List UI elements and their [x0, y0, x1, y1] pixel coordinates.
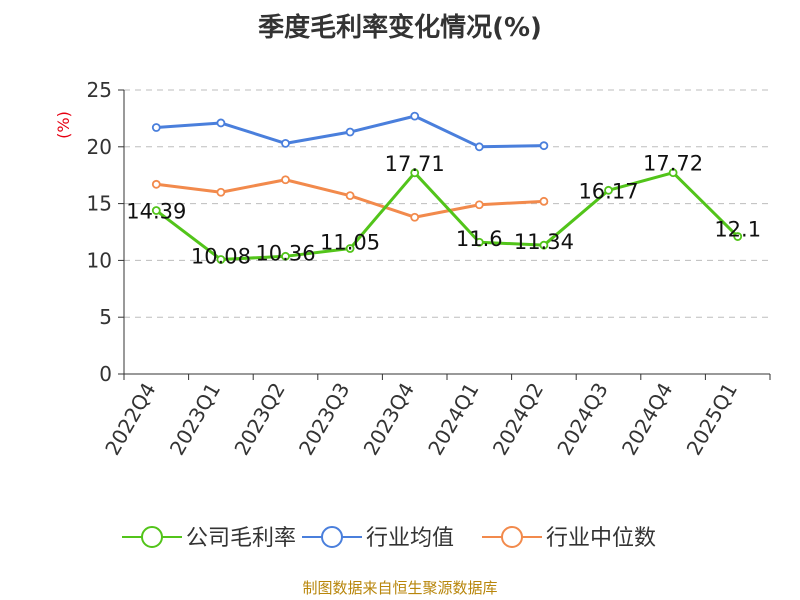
legend-marker [501, 526, 523, 548]
data-label: 17.72 [643, 152, 703, 176]
data-point [410, 168, 420, 178]
data-point [733, 232, 743, 241]
y-tick-label: 15 [87, 192, 112, 216]
data-point [345, 191, 355, 201]
data-label: 14.39 [126, 200, 186, 224]
data-point [539, 196, 549, 206]
data-point [216, 255, 226, 264]
x-tick-label: 2024Q2 [488, 379, 548, 460]
data-point [151, 123, 161, 132]
y-tick-label: 20 [87, 135, 112, 159]
data-point [410, 111, 420, 121]
data-point [345, 244, 355, 253]
data-label: 11.34 [514, 230, 574, 254]
grid-lines [124, 89, 770, 318]
series-line-1 [155, 171, 739, 261]
x-tick-label: 2025Q1 [682, 379, 742, 460]
y-tick-label: 5 [99, 305, 112, 329]
data-point [281, 138, 290, 148]
source-note: 制图数据来自恒生聚源数据库 [302, 579, 497, 597]
x-tick-label: 2022Q4 [100, 379, 160, 460]
data-point [539, 141, 549, 151]
x-tick-label: 2024Q1 [423, 379, 483, 460]
y-axis-label: (%) [54, 111, 73, 139]
data-point [474, 200, 484, 210]
data-label: 12.1 [714, 218, 761, 242]
data-label: 10.08 [191, 244, 251, 268]
legend-marker [141, 526, 163, 548]
data-point [539, 240, 549, 250]
data-point [281, 251, 290, 261]
legend-label: 公司毛利率 [186, 526, 296, 551]
y-tick-label: 25 [87, 78, 112, 102]
data-label: 11.6 [456, 227, 503, 251]
data-point [410, 212, 420, 222]
data-point [668, 168, 678, 178]
legend-label: 行业中位数 [546, 526, 656, 551]
y-tick-label: 10 [87, 248, 112, 272]
legend-label: 行业均值 [366, 526, 454, 551]
data-point [281, 175, 290, 185]
data-point [604, 185, 613, 195]
data-point [474, 237, 484, 247]
x-tick-label: 2023Q4 [359, 379, 419, 460]
x-tick-label: 2024Q3 [552, 379, 612, 460]
data-point [151, 206, 161, 215]
legend: 公司毛利率 行业均值 行业中位数 [122, 526, 656, 551]
data-point [216, 187, 226, 197]
x-tick-label: 2023Q3 [294, 379, 354, 460]
axes: 0 5 10 15 20 25 2022Q4 2023Q1 2023Q2 2023Q3 2023Q4… [87, 78, 771, 460]
data-point [474, 142, 484, 152]
data-label: 16.17 [578, 179, 638, 203]
data-label: 11.05 [320, 230, 380, 254]
data-label: 10.36 [255, 241, 315, 265]
data-point [345, 127, 355, 137]
data-label: 17.71 [385, 152, 445, 176]
series-group [151, 111, 743, 264]
y-tick-label: 0 [99, 362, 112, 386]
x-tick-label: 2023Q1 [165, 379, 225, 460]
chart-title: 季度毛利率变化情况(%) [258, 12, 542, 43]
x-tick-label: 2023Q2 [229, 379, 289, 460]
data-point [151, 179, 161, 189]
x-tick-label: 2024Q4 [617, 379, 677, 460]
data-point [216, 118, 226, 128]
legend-marker [321, 526, 343, 548]
